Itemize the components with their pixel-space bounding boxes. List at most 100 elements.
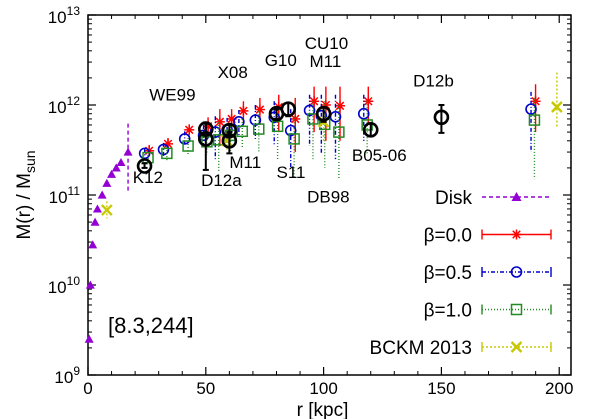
y-tick-exponent: 13 <box>67 4 81 18</box>
annotation-label: D12a <box>201 171 242 190</box>
data-point <box>102 178 112 187</box>
data-point <box>268 111 281 124</box>
legend-label: BCKM 2013 <box>370 338 472 359</box>
y-axis-label-main: M(r) / M <box>14 173 35 239</box>
data-point <box>182 140 194 152</box>
data-point <box>357 107 370 120</box>
data-point <box>161 147 173 160</box>
y-tick-label: 1011 <box>49 184 81 207</box>
legend: Disk β=0.0 β=0.5 β=1.0 BCKM 2013 <box>370 188 552 359</box>
data-point <box>214 116 225 127</box>
data-point <box>333 126 345 138</box>
y-tick-label: 1012 <box>48 94 81 117</box>
data-point <box>97 190 107 199</box>
legend-label: β=0.0 <box>424 226 472 247</box>
data-point <box>92 204 102 213</box>
data-point <box>84 334 94 343</box>
y-tick-base: 10 <box>48 98 67 117</box>
annotation-label: CU10 <box>305 34 348 53</box>
obs-point <box>362 122 379 138</box>
y-tick-base: 10 <box>48 8 67 27</box>
x-tick-label: 150 <box>427 379 455 398</box>
data-point <box>111 163 121 172</box>
x-tick-label: 50 <box>196 379 215 398</box>
legend-entry: Disk <box>435 188 551 209</box>
data-point <box>551 101 563 113</box>
annotation-label: M11 <box>229 153 261 172</box>
legend-entry: BCKM 2013 <box>370 338 552 359</box>
annotation-label: X08 <box>218 63 248 82</box>
data-point <box>288 133 300 145</box>
obs-point <box>280 101 297 117</box>
data-point <box>85 280 95 289</box>
y-tick-base: 10 <box>49 188 68 207</box>
data-point <box>290 113 301 124</box>
obs-point <box>433 109 450 126</box>
y-axis-label: M(r) / Msun <box>14 150 38 239</box>
legend-marker <box>510 341 523 353</box>
data-point <box>253 123 265 135</box>
data-point <box>309 96 320 107</box>
y-tick-label: 1013 <box>48 4 81 27</box>
series-β=1.0 <box>142 97 541 180</box>
data-point <box>525 103 537 115</box>
legend-entry: β=1.0 <box>424 301 552 322</box>
legend-marker <box>511 229 522 240</box>
data-point <box>88 240 98 249</box>
x-axis-label: r [kpc] <box>297 400 349 419</box>
y-tick-label: 1010 <box>48 274 81 297</box>
data-point <box>363 96 374 107</box>
y-tick-base: 10 <box>48 278 67 297</box>
series-β=0.5 <box>138 91 537 168</box>
x-tick-label: 0 <box>83 379 92 398</box>
legend-label: β=0.5 <box>424 263 472 284</box>
data-point <box>116 157 126 167</box>
data-point <box>361 119 373 131</box>
data-point <box>236 125 249 138</box>
y-tick-exponent: 12 <box>67 94 81 108</box>
data-point <box>101 204 113 216</box>
annotation-label: K12 <box>133 168 163 187</box>
obs-point <box>315 105 332 122</box>
legend-marker <box>511 192 522 201</box>
observations <box>136 101 450 174</box>
y-tick-label: 109 <box>54 364 80 387</box>
y-tick-base: 10 <box>54 368 73 387</box>
data-point <box>184 124 195 135</box>
annotation-label: S11 <box>276 163 305 182</box>
y-tick-exponent: 10 <box>67 274 81 288</box>
annotation-label: D12b <box>413 72 454 91</box>
y-axis-label-sub: sun <box>22 150 38 173</box>
legend-entry: β=0.0 <box>424 226 552 247</box>
legend-marker <box>510 266 523 278</box>
obs-point <box>136 158 153 174</box>
data-point <box>123 147 133 156</box>
data-point <box>528 114 541 126</box>
data-point <box>90 217 100 226</box>
data-point <box>178 133 191 145</box>
y-tick-exponent: 11 <box>68 184 81 198</box>
obs-point <box>198 131 214 147</box>
x-tick-label: 200 <box>545 379 573 398</box>
data-point <box>238 105 249 116</box>
data-point <box>303 104 316 117</box>
annotation-label: G10 <box>265 51 297 70</box>
x-tick-label: 100 <box>309 379 337 398</box>
legend-label: Disk <box>435 188 472 209</box>
annotation-label: DB98 <box>307 187 350 206</box>
legend-marker <box>510 303 523 316</box>
panel-label: [8.3,244] <box>108 313 194 338</box>
data-point <box>254 104 265 115</box>
obs-point <box>221 133 238 149</box>
series-Disk <box>84 123 133 343</box>
annotation-label: M11 <box>309 52 341 71</box>
legend-entry: β=0.5 <box>424 263 552 284</box>
data-point <box>249 114 262 126</box>
data-point <box>335 100 346 111</box>
data-point <box>107 169 117 178</box>
annotation-label: WE99 <box>149 86 195 105</box>
data-point <box>157 143 170 156</box>
y-tick-exponent: 9 <box>73 364 80 378</box>
legend-label: β=1.0 <box>424 301 472 322</box>
